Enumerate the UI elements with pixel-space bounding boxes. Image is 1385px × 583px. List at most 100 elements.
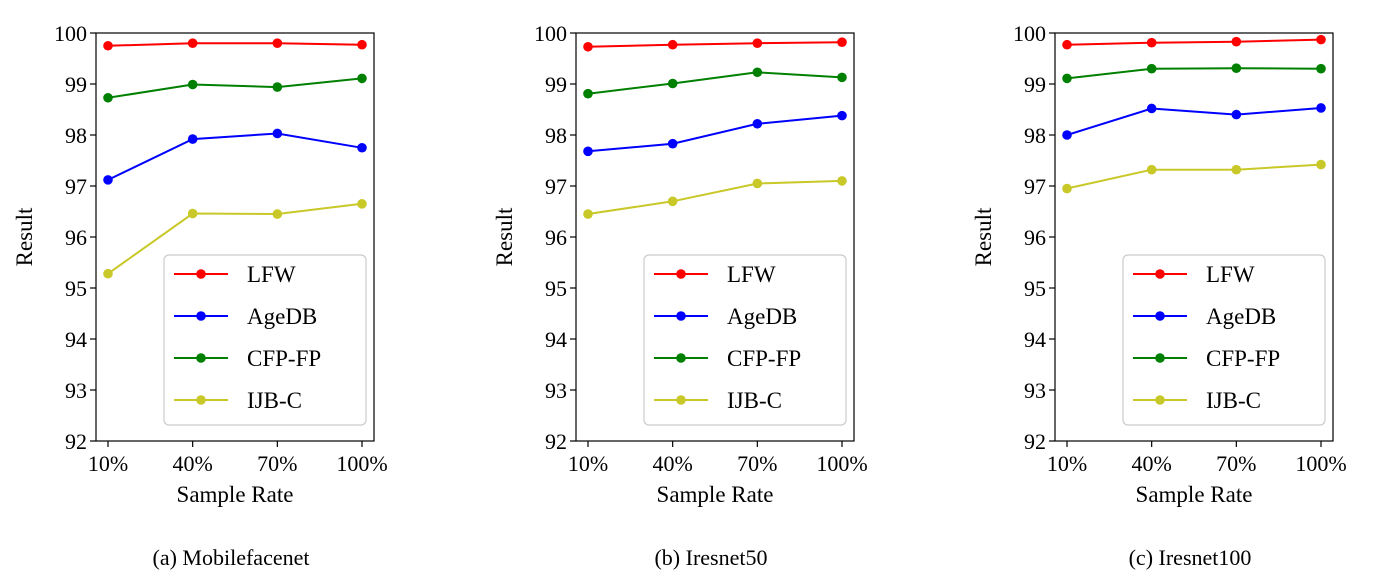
x-tick-label: 70% — [257, 451, 297, 476]
x-tick-label: 10% — [88, 451, 128, 476]
legend-marker — [1155, 395, 1165, 405]
y-tick-label: 98 — [65, 123, 87, 148]
y-tick-label: 94 — [1024, 327, 1046, 352]
series-line-agedb — [1066, 107, 1322, 136]
data-point-cfp-fp — [1316, 63, 1326, 74]
y-tick-label: 95 — [545, 276, 567, 301]
y-tick-label: 94 — [545, 327, 567, 352]
data-point-lfw — [752, 38, 763, 48]
data-point-cfp-fp — [1231, 63, 1242, 73]
series-line-ijb-c — [587, 179, 843, 215]
legend-marker — [1155, 353, 1165, 363]
legend-marker — [1155, 311, 1165, 321]
legend-label: AgeDB — [1206, 304, 1276, 329]
legend-marker — [196, 395, 206, 405]
data-point-lfw — [837, 37, 847, 47]
y-tick-label: 93 — [65, 378, 87, 403]
series-line-lfw — [587, 41, 843, 48]
data-point-agedb — [103, 175, 113, 185]
data-point-ijb-c — [357, 199, 367, 209]
data-point-lfw — [583, 41, 593, 52]
series-line-cfp-fp — [1066, 67, 1322, 80]
legend-label: LFW — [1206, 262, 1255, 287]
y-tick-label: 93 — [545, 378, 567, 403]
series-line-ijb-c — [1066, 163, 1322, 190]
series-line-cfp-fp — [107, 77, 363, 99]
data-point-ijb-c — [667, 196, 678, 207]
legend-marker — [196, 353, 206, 363]
legend-label: CFP-FP — [247, 346, 321, 371]
legend-label: IJB-C — [247, 388, 302, 413]
x-axis-label: Sample Rate — [177, 482, 294, 507]
y-tick-label: 99 — [1024, 72, 1046, 97]
y-tick-label: 95 — [1024, 276, 1046, 301]
data-point-agedb — [667, 138, 678, 149]
y-tick-label: 97 — [1024, 174, 1046, 199]
legend-box — [643, 254, 847, 426]
data-point-cfp-fp — [837, 72, 847, 83]
x-tick-label: 40% — [173, 451, 213, 476]
data-point-lfw — [1062, 39, 1072, 50]
y-tick-label: 96 — [65, 225, 87, 250]
x-tick-label: 70% — [737, 451, 777, 476]
data-point-agedb — [1316, 103, 1326, 113]
data-point-agedb — [752, 118, 763, 129]
panel-caption: (a) Mobilefacenet — [153, 545, 310, 570]
x-tick-label: 10% — [568, 451, 608, 476]
chart-panel-1: 92 93 94 95 96 97 98 99 100 10% 40% 70% 100% Sample R… — [12, 21, 388, 570]
y-tick-label: 95 — [65, 276, 87, 301]
data-point-lfw — [187, 38, 198, 48]
y-axis-label: Result — [971, 207, 996, 266]
series-line-agedb — [587, 114, 843, 153]
data-point-ijb-c — [272, 209, 283, 219]
y-tick-label: 98 — [1024, 123, 1046, 148]
data-point-lfw — [1316, 34, 1326, 45]
data-point-agedb — [1062, 130, 1072, 140]
legend-marker — [676, 269, 686, 279]
data-point-cfp-fp — [752, 67, 763, 78]
data-point-lfw — [357, 39, 367, 50]
data-point-ijb-c — [752, 178, 763, 189]
x-tick-label: 100% — [816, 451, 867, 476]
data-point-lfw — [1146, 37, 1157, 48]
legend-marker — [676, 353, 686, 363]
legend-label: CFP-FP — [727, 346, 801, 371]
data-point-lfw — [103, 40, 113, 51]
chart-panel-3: 92 93 94 95 96 97 98 99 100 10% 40% 70% 100% Sample R… — [971, 21, 1347, 570]
data-point-cfp-fp — [1146, 63, 1157, 74]
data-point-cfp-fp — [187, 79, 198, 90]
x-axis-label: Sample Rate — [657, 482, 774, 507]
legend-marker — [676, 311, 686, 321]
data-point-ijb-c — [1316, 159, 1326, 170]
legend-label: IJB-C — [1206, 388, 1261, 413]
x-tick-label: 100% — [336, 451, 387, 476]
x-tick-label: 40% — [653, 451, 693, 476]
data-point-agedb — [1231, 109, 1242, 120]
data-point-agedb — [837, 110, 847, 121]
data-point-agedb — [1146, 103, 1157, 114]
y-tick-label: 96 — [1024, 225, 1046, 250]
data-point-lfw — [667, 39, 678, 50]
series-line-lfw — [107, 42, 363, 47]
panel-caption: (b) Iresnet50 — [654, 545, 767, 570]
legend-marker — [1155, 269, 1165, 279]
series-line-cfp-fp — [587, 71, 843, 95]
legend-label: AgeDB — [727, 304, 797, 329]
data-point-cfp-fp — [103, 92, 113, 103]
data-point-agedb — [357, 142, 367, 153]
x-tick-label: 10% — [1047, 451, 1087, 476]
y-tick-label: 94 — [65, 327, 87, 352]
legend-label: LFW — [247, 262, 296, 287]
y-tick-label: 100 — [1013, 21, 1046, 46]
x-tick-label: 100% — [1295, 451, 1346, 476]
legend-marker — [676, 395, 686, 405]
data-point-ijb-c — [187, 208, 198, 219]
legend-label: IJB-C — [727, 388, 782, 413]
y-tick-label: 98 — [545, 123, 567, 148]
data-point-agedb — [583, 146, 593, 157]
x-tick-label: 40% — [1132, 451, 1172, 476]
data-point-ijb-c — [1146, 164, 1157, 175]
data-point-ijb-c — [1062, 183, 1072, 194]
